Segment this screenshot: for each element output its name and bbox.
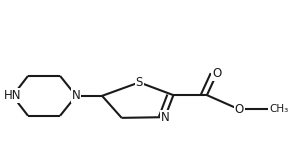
Text: N: N xyxy=(161,111,169,124)
Text: CH₃: CH₃ xyxy=(270,104,289,114)
Text: N: N xyxy=(72,89,80,102)
Text: O: O xyxy=(235,103,244,116)
Text: HN: HN xyxy=(4,89,21,102)
Text: S: S xyxy=(136,76,143,89)
Text: O: O xyxy=(212,67,221,80)
